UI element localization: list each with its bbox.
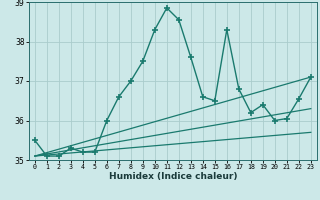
X-axis label: Humidex (Indice chaleur): Humidex (Indice chaleur) xyxy=(108,172,237,181)
